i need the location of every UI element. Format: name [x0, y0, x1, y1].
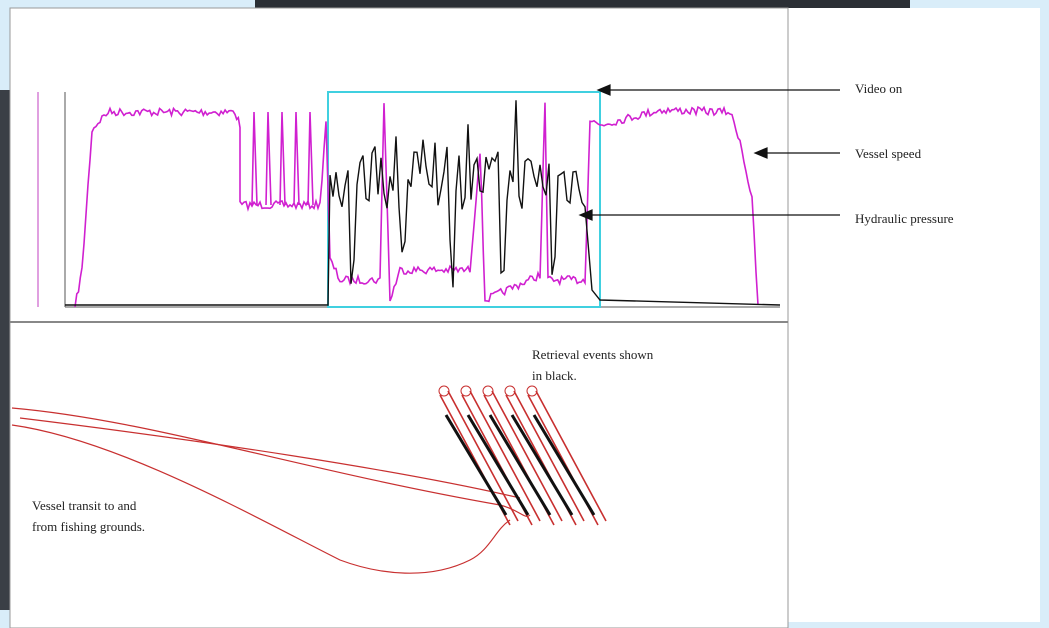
- map-note: Vessel transit to and: [32, 498, 137, 513]
- annotation: Vessel speed: [855, 146, 922, 161]
- page: {"annotations": {"video_on": "Video on",…: [0, 0, 1049, 628]
- map-note: from fishing grounds.: [32, 519, 145, 534]
- annotation: Video on: [855, 81, 903, 96]
- map-note: Retrieval events shown: [532, 347, 654, 362]
- figure-panel: [10, 8, 788, 628]
- top-strip: [255, 0, 910, 8]
- map-note: in black.: [532, 368, 577, 383]
- slide: Video on Vessel speed Hydraulic pressure…: [0, 0, 1049, 628]
- side-panel: [788, 8, 1040, 622]
- annotation: Hydraulic pressure: [855, 211, 954, 226]
